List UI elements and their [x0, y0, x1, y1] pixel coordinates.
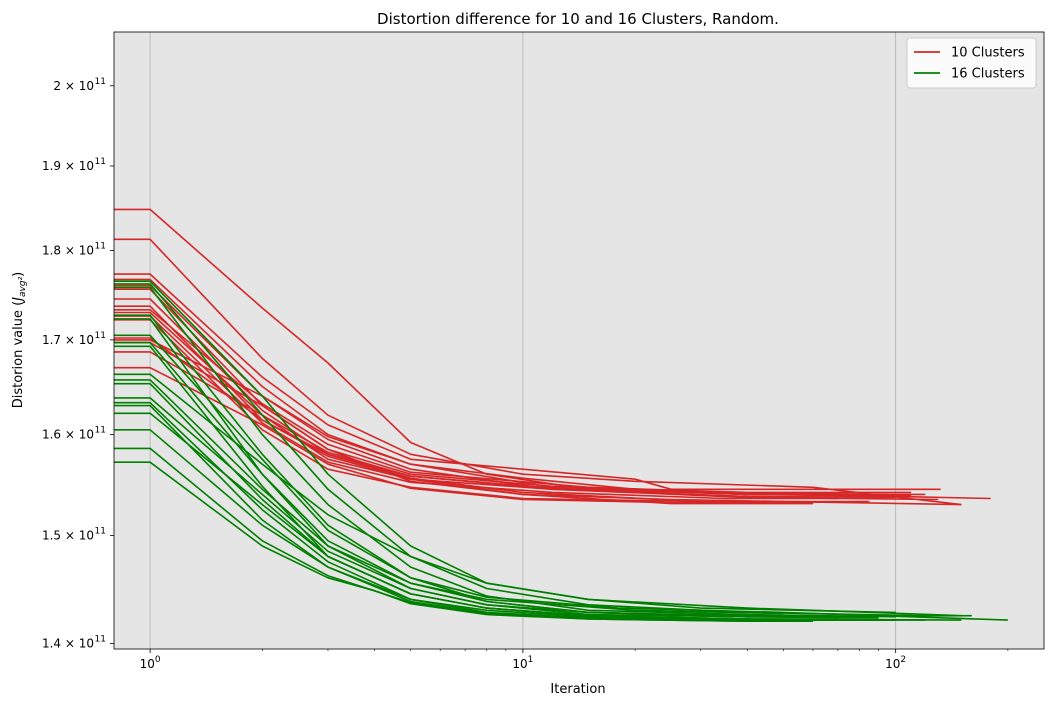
y-tick-exponent: 11	[95, 157, 106, 167]
y-axis: 1.4 × 10 111.5 × 10 111.6 × 10 111.7 × 10 11…	[42, 77, 114, 650]
16-clusters-line	[114, 334, 1008, 621]
x-tick-label: 102	[885, 655, 906, 671]
y-tick-label: 1.4 × 10	[42, 636, 94, 650]
16-clusters-line	[114, 412, 962, 621]
16-clusters-line	[114, 397, 879, 618]
y-tick-label: 1.9 × 10	[42, 159, 94, 173]
legend: 10 Clusters 16 Clusters	[906, 37, 1037, 89]
y-axis-label: Distorion value (Javg²)	[11, 272, 28, 409]
10-clusters-line	[114, 284, 896, 499]
plot-frame	[113, 31, 1045, 650]
x-tick-label: 101	[512, 655, 533, 671]
10-clusters-line	[114, 315, 838, 500]
legend-box	[906, 37, 1037, 89]
10-clusters-line	[114, 366, 813, 504]
series-10-clusters	[114, 208, 991, 506]
y-tick-label: 1.8 × 10	[42, 244, 94, 258]
y-tick-label: 1.7 × 10	[42, 333, 94, 347]
16-clusters-line	[114, 318, 784, 615]
10-clusters-line	[114, 273, 941, 491]
legend-label-10-clusters: 10 Clusters	[951, 46, 1025, 61]
16-clusters-line	[114, 447, 896, 621]
10-clusters-line	[114, 339, 991, 500]
x-axis-label: Iteration	[550, 682, 605, 697]
y-tick-exponent: 11	[95, 77, 106, 87]
y-tick-label: 1.5 × 10	[42, 529, 94, 543]
y-tick-exponent: 11	[95, 242, 106, 252]
y-tick-exponent: 11	[95, 527, 106, 537]
10-clusters-line	[114, 238, 962, 506]
16-clusters-line	[114, 373, 896, 614]
16-clusters-line	[114, 286, 896, 618]
series-layer	[114, 208, 1008, 622]
chart-title: Distortion difference for 10 and 16 Clus…	[377, 10, 779, 28]
10-clusters-line	[114, 341, 962, 506]
legend-label-16-clusters: 16 Clusters	[951, 67, 1025, 82]
y-tick-exponent: 11	[95, 426, 106, 436]
y-tick-label: 1.6 × 10	[42, 428, 94, 442]
x-tick-label: 100	[140, 655, 161, 671]
series-16-clusters	[114, 280, 1008, 622]
y-tick-exponent: 11	[95, 331, 106, 341]
plot-area	[114, 32, 1044, 649]
y-tick-label: 2 × 10	[53, 79, 94, 93]
y-tick-exponent: 11	[95, 634, 106, 644]
16-clusters-line	[114, 461, 813, 622]
x-axis: 100 101 102	[140, 649, 1009, 671]
